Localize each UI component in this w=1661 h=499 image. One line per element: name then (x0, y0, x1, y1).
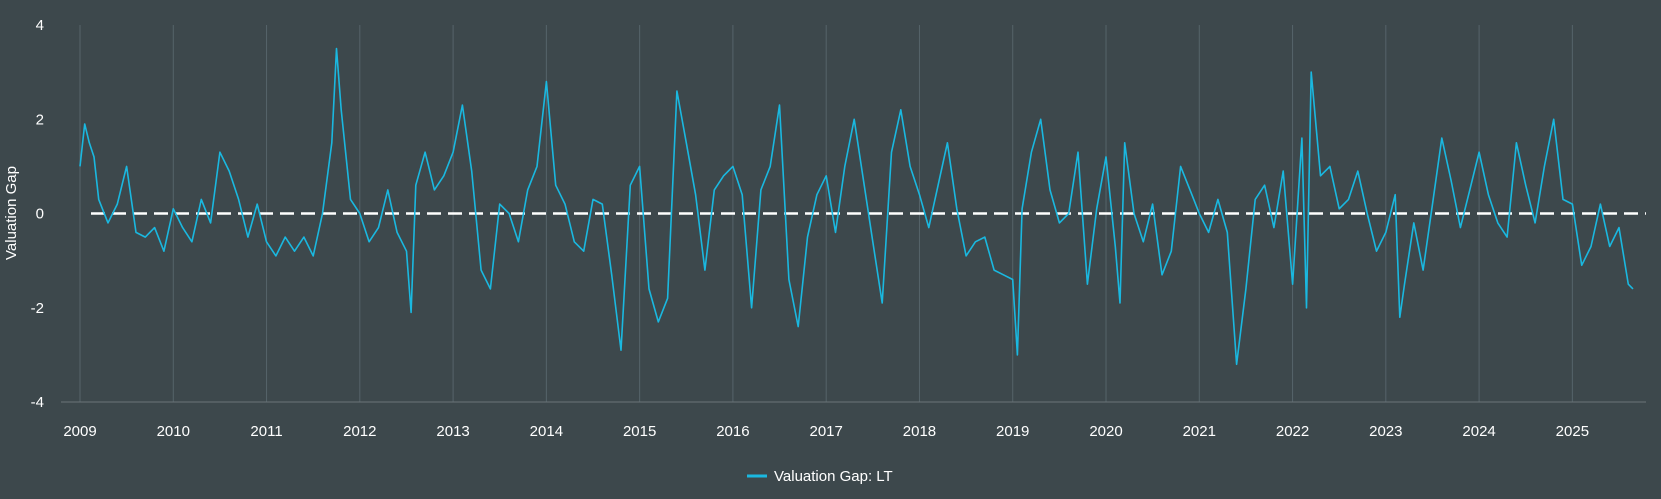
x-tick-label: 2021 (1183, 423, 1216, 440)
x-tick-label: 2019 (996, 423, 1029, 440)
x-tick-label: 2023 (1369, 423, 1402, 440)
x-tick-label: 2014 (530, 423, 563, 440)
x-tick-label: 2017 (809, 423, 842, 440)
x-tick-label: 2016 (716, 423, 749, 440)
x-tick-label: 2012 (343, 423, 376, 440)
series-line-valuation-gap-lt (79, 47, 1634, 366)
y-axis-ticks: 4 2 0 -2 -4 (31, 17, 44, 411)
x-tick-label: 2022 (1276, 423, 1309, 440)
y-tick-label: 4 (36, 17, 44, 34)
x-axis-ticks: 2009 2010 2011 2012 2013 2014 2015 2016 2017 2018… (63, 423, 1589, 440)
y-tick-label: -4 (31, 394, 44, 411)
x-tick-label: 2018 (903, 423, 936, 440)
legend-label: Valuation Gap: LT (774, 468, 893, 485)
x-tick-label: 2011 (250, 423, 282, 440)
x-tick-label: 2020 (1089, 423, 1122, 440)
legend[interactable]: Valuation Gap: LT (747, 468, 893, 485)
y-tick-label: -2 (31, 300, 44, 317)
y-tick-label: 2 (36, 111, 44, 128)
y-tick-label: 0 (36, 206, 44, 223)
x-tick-label: 2013 (436, 423, 469, 440)
x-tick-label: 2010 (157, 423, 190, 440)
x-tick-label: 2015 (623, 423, 656, 440)
y-axis-label: Valuation Gap (3, 166, 20, 260)
x-tick-label: 2009 (63, 423, 96, 440)
x-tick-label: 2025 (1556, 423, 1589, 440)
x-tick-label: 2024 (1462, 423, 1495, 440)
